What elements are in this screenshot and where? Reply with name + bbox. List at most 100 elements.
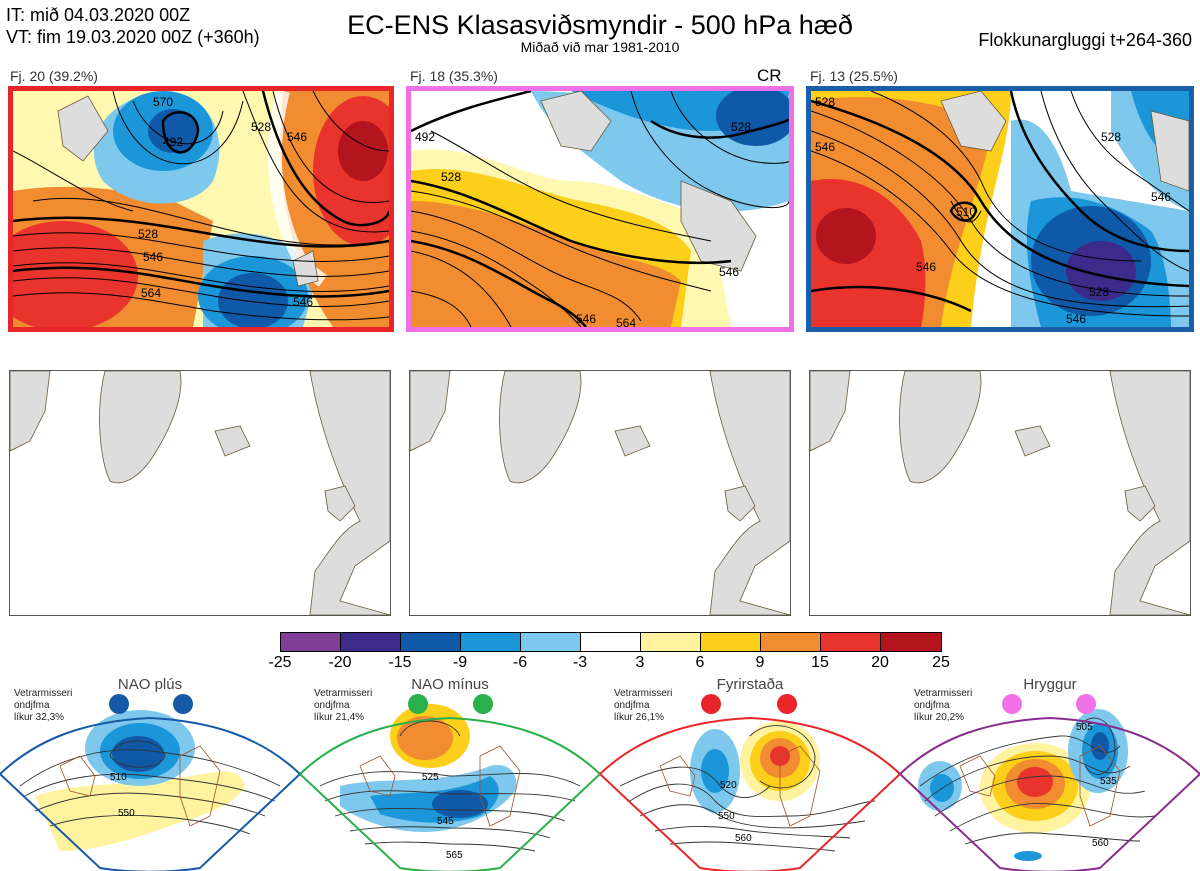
- regime-1-info: Vetrarmisseri ondjfma líkur 32,3%: [14, 688, 72, 724]
- regime-info-line: Vetrarmisseri: [614, 688, 673, 699]
- regime-probability: líkur 20,2%: [914, 712, 965, 723]
- base-map-2: [409, 370, 791, 616]
- regime-1-contour-a: 510: [110, 772, 127, 783]
- regime-4-contour-a: 505: [1076, 722, 1093, 733]
- regime-2-title: NAO mínus: [411, 676, 489, 693]
- cluster-3-contour-h: 546: [1151, 190, 1171, 204]
- colorbar-tick: -3: [572, 654, 588, 671]
- colorbar-tick: -6: [512, 654, 528, 671]
- colorbar-cell: [820, 632, 881, 652]
- regime-info-line: Vetrarmisseri: [14, 688, 73, 699]
- colorbar-cell: [340, 632, 401, 652]
- colorbar-tick: -25: [268, 654, 292, 671]
- colorbar-cell: [700, 632, 761, 652]
- regime-info-line: ondjfma: [914, 700, 950, 711]
- colorbar-cell: [280, 632, 341, 652]
- colorbar-tick: 6: [695, 654, 705, 671]
- valid-time: VT: fim 19.03.2020 00Z (+360h): [6, 27, 260, 47]
- classification-window: Flokkunargluggi t+264-360: [978, 30, 1192, 50]
- regime-3-contour-c: 560: [735, 833, 752, 844]
- cluster-2-tag: CR: [757, 66, 782, 85]
- regime-marker-icon: [173, 694, 193, 714]
- cluster-3-contour-g: 528: [1089, 285, 1109, 299]
- header-info: IT: mið 04.03.2020 00Z VT: fim 19.03.202…: [6, 4, 260, 48]
- cluster-1-contour-a: 528: [138, 227, 158, 241]
- cluster-3-label: Fj. 13 (25.5%): [810, 68, 898, 84]
- cluster-2-contour-e: 564: [616, 316, 636, 327]
- colorbar-cell: [640, 632, 701, 652]
- cluster-1-label: Fj. 20 (39.2%): [10, 68, 98, 84]
- cluster-2-contour-b: 528: [731, 120, 751, 134]
- regime-1-title: NAO plús: [117, 676, 183, 693]
- cluster-3-contour-d: 528: [1101, 130, 1121, 144]
- colorbar-tick: -20: [328, 654, 352, 671]
- colorbar-tick: 20: [871, 654, 889, 671]
- regime-info-line: ondjfma: [14, 700, 50, 711]
- colorbar-tick: 9: [755, 654, 765, 671]
- regime-2-info: Vetrarmisseri ondjfma líkur 21,4%: [314, 688, 372, 724]
- cluster-2-contour-c: 546: [719, 265, 739, 279]
- cluster-2-contour-d: 546: [576, 312, 596, 326]
- regime-nao-minus: 525 545 565 NAO mínus Vetrarmisseri ondj…: [300, 676, 600, 871]
- cluster-map-1: 528 546 564 546 528 546 492 570: [8, 86, 394, 332]
- regime-info-line: Vetrarmisseri: [914, 688, 973, 699]
- colorbar-tick: 3: [635, 654, 645, 671]
- base-map-1: [9, 370, 391, 616]
- regime-info-line: ondjfma: [314, 700, 350, 711]
- regime-4-title: Hryggur: [1023, 676, 1077, 693]
- regime-nao-plus: 510 550 NAO plús Vetrarmisseri ondjfma l…: [0, 676, 300, 871]
- cluster-3-contour-b: 546: [815, 140, 835, 154]
- regime-3-title: Fyrirstaða: [716, 676, 784, 693]
- colorbar-cell: [520, 632, 581, 652]
- regime-3-contour-b: 550: [718, 811, 735, 822]
- cluster-1-contour-d: 546: [293, 295, 313, 309]
- cluster-1-contour-h: 570: [153, 95, 173, 109]
- cluster-2-contour-f: 492: [415, 130, 435, 144]
- regime-blocking: 520 550 560 Fyrirstaða Vetrarmisseri ond…: [600, 676, 900, 871]
- cluster-3-contour-e: 546: [916, 260, 936, 274]
- regime-marker-icon: [473, 694, 493, 714]
- cluster-map-3: 528 546 510 528 546 546 528 546: [806, 86, 1194, 332]
- regime-probability: líkur 21,4%: [314, 712, 365, 723]
- page-subtitle: Miðað við mar 1981-2010: [520, 39, 680, 55]
- regime-3-info: Vetrarmisseri ondjfma líkur 26,1%: [614, 688, 672, 724]
- regime-probability: líkur 32,3%: [14, 712, 65, 723]
- cluster-2-label: Fj. 18 (35.3%): [410, 68, 498, 84]
- regime-marker-icon: [1076, 694, 1096, 714]
- cluster-3-contour-c: 510: [956, 205, 976, 219]
- regime-2-contour-b: 545: [437, 816, 454, 827]
- cluster-1-contour-b: 546: [143, 250, 163, 264]
- colorbar-tick: -9: [452, 654, 468, 671]
- cluster-3-contour-a: 528: [815, 95, 835, 109]
- regime-2-contour-c: 565: [446, 850, 463, 861]
- colorbar-tick: -15: [388, 654, 412, 671]
- colorbar-cell: [460, 632, 521, 652]
- base-map-3: [809, 370, 1191, 616]
- colorbar-tick: 25: [932, 654, 950, 671]
- colorbar-cell: [760, 632, 821, 652]
- colorbar-cell: [400, 632, 461, 652]
- regime-4-contour-b: 535: [1100, 776, 1117, 787]
- regime-marker-icon: [1002, 694, 1022, 714]
- colorbar-tick: 15: [811, 654, 829, 671]
- cluster-1-contour-g: 492: [163, 135, 183, 149]
- cluster-1-contour-f: 546: [287, 130, 307, 144]
- cluster-1-contour-c: 564: [141, 286, 161, 300]
- regime-info-line: Vetrarmisseri: [314, 688, 373, 699]
- regime-ridge: 505 535 560 Hryggur Vetrarmisseri ondjfm…: [900, 676, 1200, 871]
- colorbar-cell: [880, 632, 942, 652]
- regime-2-contour-a: 525: [422, 772, 439, 783]
- regime-marker-icon: [109, 694, 129, 714]
- cluster-2-contour-a: 528: [441, 170, 461, 184]
- cluster-map-2: 528 528 546 546 564 492: [406, 86, 794, 332]
- regime-4-contour-c: 560: [1092, 838, 1109, 849]
- cluster-1-contour-e: 528: [251, 120, 271, 134]
- cluster-3-contour-f: 546: [1066, 312, 1086, 326]
- regime-1-contour-b: 550: [118, 808, 135, 819]
- regime-marker-icon: [701, 694, 721, 714]
- regime-3-contour-a: 520: [720, 780, 737, 791]
- regime-marker-icon: [777, 694, 797, 714]
- regime-info-line: ondjfma: [614, 700, 650, 711]
- regime-4-info: Vetrarmisseri ondjfma líkur 20,2%: [914, 688, 972, 724]
- initial-time: IT: mið 04.03.2020 00Z: [6, 5, 191, 25]
